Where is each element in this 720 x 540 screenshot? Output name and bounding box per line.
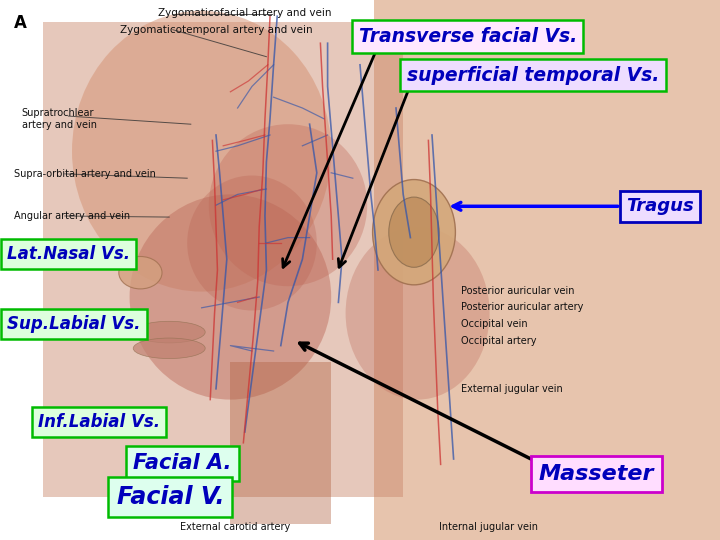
Text: Lat.Nasal Vs.: Lat.Nasal Vs.	[7, 245, 130, 263]
Text: Tragus: Tragus	[626, 197, 694, 215]
Ellipse shape	[209, 124, 367, 286]
Ellipse shape	[389, 197, 439, 267]
Text: Occipital artery: Occipital artery	[461, 336, 536, 346]
Text: Supratrochlear
artery and vein: Supratrochlear artery and vein	[22, 108, 96, 130]
Ellipse shape	[133, 338, 205, 359]
Text: Angular artery and vein: Angular artery and vein	[14, 211, 130, 221]
Ellipse shape	[72, 11, 331, 292]
Ellipse shape	[119, 256, 162, 289]
Text: Posterior auricular artery: Posterior auricular artery	[461, 302, 583, 312]
FancyBboxPatch shape	[374, 0, 720, 540]
Text: Internal jugular vein: Internal jugular vein	[439, 522, 539, 531]
Text: Masseter: Masseter	[539, 464, 654, 484]
Text: External jugular vein: External jugular vein	[461, 384, 562, 394]
Ellipse shape	[133, 321, 205, 343]
FancyBboxPatch shape	[230, 362, 331, 524]
Text: superficial temporal Vs.: superficial temporal Vs.	[407, 66, 660, 85]
Text: Zygomaticotemporal artery and vein: Zygomaticotemporal artery and vein	[120, 25, 313, 35]
Text: Occipital vein: Occipital vein	[461, 319, 528, 329]
Text: Posterior auricular vein: Posterior auricular vein	[461, 286, 575, 295]
FancyBboxPatch shape	[43, 22, 403, 497]
Text: Transverse facial Vs.: Transverse facial Vs.	[359, 27, 577, 46]
Text: Facial V.: Facial V.	[117, 485, 224, 509]
Text: A: A	[14, 14, 27, 31]
Text: Zygomaticofacial artery and vein: Zygomaticofacial artery and vein	[158, 9, 332, 18]
Text: Sup.Labial Vs.: Sup.Labial Vs.	[7, 315, 140, 333]
Ellipse shape	[187, 176, 317, 310]
Text: Inf.Labial Vs.: Inf.Labial Vs.	[38, 413, 161, 431]
Text: Facial A.: Facial A.	[133, 453, 232, 474]
Ellipse shape	[372, 180, 455, 285]
Ellipse shape	[346, 227, 490, 400]
Text: Supra-orbital artery and vein: Supra-orbital artery and vein	[14, 169, 156, 179]
Ellipse shape	[130, 194, 331, 400]
Text: External carotid artery: External carotid artery	[180, 522, 290, 531]
